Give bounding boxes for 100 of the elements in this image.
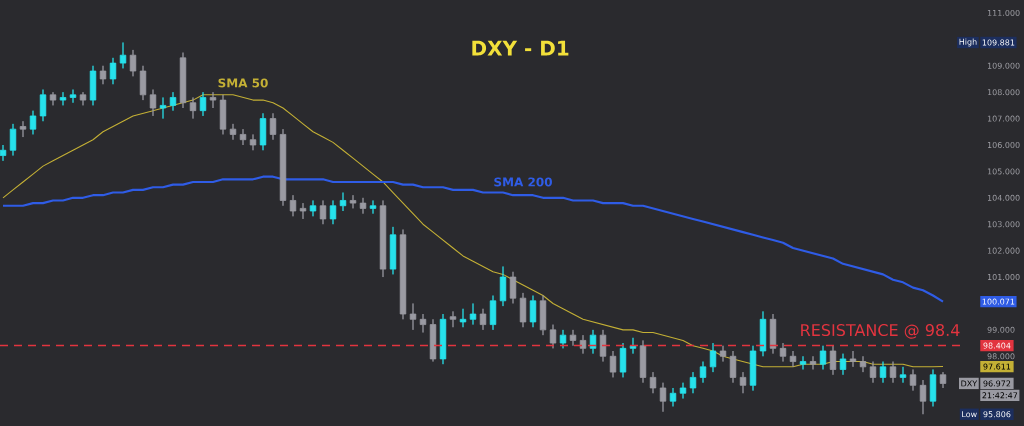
candlestick: [349, 194, 357, 209]
candlestick: [749, 345, 757, 392]
candlestick: [309, 200, 317, 217]
y-tick-label: 105.000: [987, 168, 1020, 175]
candlestick: [329, 200, 337, 225]
candlestick: [59, 91, 67, 106]
candlestick: [299, 202, 307, 220]
candlestick: [449, 310, 457, 328]
text: DXY: [961, 380, 978, 387]
candlestick: [159, 97, 167, 119]
candlestick: [89, 65, 97, 106]
candlestick: [19, 120, 27, 138]
candlestick: [199, 91, 207, 117]
candlestick: [69, 89, 77, 104]
candlestick: [639, 340, 647, 384]
candlestick: [259, 112, 267, 151]
candlestick: [459, 308, 467, 328]
candlestick: [369, 200, 377, 215]
candlestick: [709, 342, 717, 373]
y-tick-label: 101.000: [987, 274, 1020, 281]
y-tick-label: 99.000: [987, 326, 1015, 333]
candlestick: [389, 226, 397, 275]
candlestick: [599, 329, 607, 362]
candlestick: [249, 134, 257, 151]
candlestick: [119, 42, 127, 69]
candlestick: [859, 355, 867, 373]
candlestick: [889, 361, 897, 384]
candlestick: [319, 200, 327, 225]
y-tick-label: 108.000: [987, 89, 1020, 96]
candlestick: [899, 366, 907, 384]
candlestick: [739, 371, 747, 394]
candlestick: [699, 361, 707, 384]
candlestick: [909, 369, 917, 392]
candlestick: [649, 371, 657, 394]
candlestick: [929, 369, 937, 407]
y-tick-label: 106.000: [987, 141, 1020, 149]
candlestick: [729, 350, 737, 384]
candlestick: [629, 337, 637, 355]
text: DXY - D1: [472, 40, 569, 56]
candlestick: [29, 110, 37, 135]
candlestick: [719, 345, 727, 362]
text: 95.806: [983, 411, 1011, 418]
candlestick: [759, 310, 767, 357]
candlestick: [519, 292, 527, 328]
candlestick: [549, 324, 557, 349]
candlestick: [139, 65, 147, 101]
y-tick-label: 111.000: [987, 9, 1020, 16]
candlestick: [279, 128, 287, 207]
candlestick: [399, 229, 407, 320]
candlestick: [239, 128, 247, 146]
candlestick: [379, 200, 387, 278]
candlestick: [179, 52, 187, 109]
candlestick: [769, 313, 777, 355]
candlestick: [609, 350, 617, 378]
y-tick-label: 98.000: [987, 353, 1015, 360]
candlestick: [919, 379, 927, 415]
candlestick: [819, 345, 827, 370]
candlestick: [869, 361, 877, 384]
candlestick: [9, 123, 17, 156]
series-label: SMA 50: [218, 78, 268, 88]
candlestick: [269, 112, 277, 141]
text: 100.071: [982, 298, 1015, 305]
candlestick: [129, 49, 137, 77]
candlestick: [569, 329, 577, 347]
candlestick: [509, 271, 517, 304]
candlestick: [779, 342, 787, 362]
text: 21:42:47: [982, 392, 1018, 399]
candlestick: [689, 371, 697, 394]
candlestick: [529, 295, 537, 328]
candlestick: [849, 350, 857, 368]
candlestick: [339, 192, 347, 212]
candlestick: [489, 295, 497, 331]
candlestick: [579, 334, 587, 355]
candlestick: [439, 313, 447, 365]
candlestick: [409, 303, 417, 331]
candlestick: [289, 194, 297, 217]
candlestick: [799, 355, 807, 370]
y-tick-label: 109.000: [987, 62, 1020, 69]
candlestick: [189, 97, 197, 119]
candlestick: [419, 313, 427, 333]
candlestick: [479, 308, 487, 331]
candlestick: [829, 345, 837, 376]
text: 98.404: [983, 342, 1011, 349]
series-label: SMA 200: [494, 177, 552, 187]
candlestick: [939, 371, 947, 389]
candlestick: [809, 355, 817, 370]
candlestick: [839, 353, 847, 376]
text: Low: [962, 411, 977, 418]
candlestick: [619, 342, 627, 378]
candlestick: [219, 94, 227, 135]
y-tick-label: 102.000: [987, 247, 1020, 254]
candlestick: [429, 318, 437, 362]
candlestick: [559, 329, 567, 349]
candlestick: [679, 382, 687, 399]
candlestick: [169, 91, 177, 112]
text: 109.881: [982, 39, 1015, 46]
text: 97.611: [983, 363, 1011, 370]
candlestick: [149, 89, 157, 117]
candlestick: [469, 303, 477, 325]
y-tick-label: 107.000: [987, 115, 1020, 122]
